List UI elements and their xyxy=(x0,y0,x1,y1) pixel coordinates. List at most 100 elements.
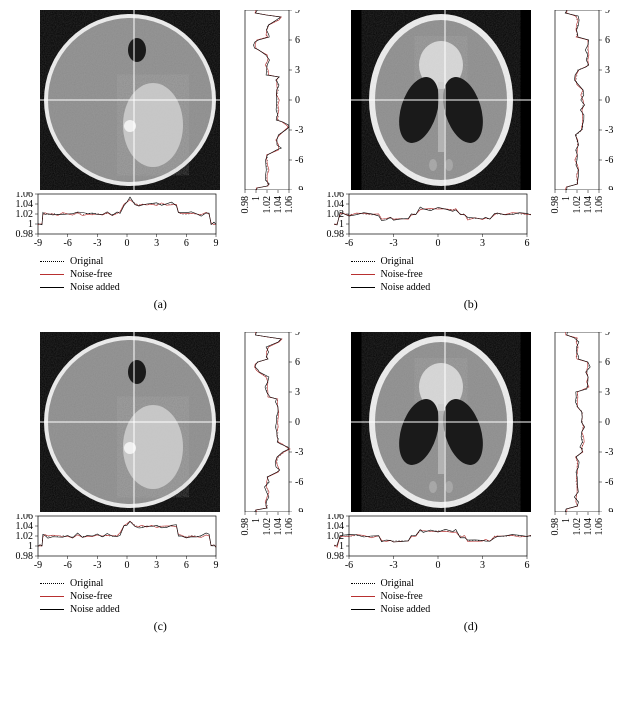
vertical-plot-xticks: 0.9811.021.041.06 xyxy=(551,512,621,572)
svg-text:1: 1 xyxy=(251,196,262,201)
phantom-image xyxy=(351,10,531,190)
panel-layout: -9-6-30369 -9-6-303690.9811.021.041.06 0… xyxy=(10,10,311,250)
legend-row: Noise added xyxy=(351,282,622,293)
svg-text:-6: -6 xyxy=(344,238,352,248)
svg-text:-6: -6 xyxy=(63,238,71,248)
panel-c: -9-6-30369 -9-6-303690.9811.021.041.06 0… xyxy=(10,332,311,634)
svg-text:1.02: 1.02 xyxy=(16,531,34,542)
svg-text:-6: -6 xyxy=(605,477,613,488)
svg-text:6: 6 xyxy=(295,35,300,46)
subfigure-label: (d) xyxy=(321,619,622,634)
svg-text:1.02: 1.02 xyxy=(572,196,583,214)
svg-text:3: 3 xyxy=(154,238,159,248)
svg-text:6: 6 xyxy=(524,560,529,570)
legend-row: Noise-free xyxy=(40,269,311,280)
legend-label: Noise added xyxy=(381,282,431,293)
svg-text:1.04: 1.04 xyxy=(16,521,34,532)
legend-row: Original xyxy=(351,578,622,589)
svg-text:3: 3 xyxy=(154,560,159,570)
legend-label: Noise-free xyxy=(70,269,112,280)
svg-text:-3: -3 xyxy=(389,238,397,248)
svg-text:0: 0 xyxy=(295,417,300,428)
svg-text:-9: -9 xyxy=(605,185,613,190)
svg-text:-6: -6 xyxy=(605,155,613,166)
svg-text:-9: -9 xyxy=(34,238,42,248)
panel-layout: -9 -6 -3 0 3 6 9 -6 -3 0 3 6 0.9811.021.041.06 0.98… xyxy=(321,332,622,572)
svg-text:-9: -9 xyxy=(295,185,303,190)
subfigure-label: (b) xyxy=(321,297,622,312)
svg-text:1.06: 1.06 xyxy=(326,192,344,200)
horizontal-profile-plot: -6-30360.9811.021.041.06 xyxy=(321,514,552,574)
legend-label: Noise-free xyxy=(381,269,423,280)
svg-text:1.02: 1.02 xyxy=(262,196,273,214)
svg-text:6: 6 xyxy=(524,238,529,248)
svg-text:1.06: 1.06 xyxy=(284,196,295,214)
svg-text:1.06: 1.06 xyxy=(326,514,344,522)
svg-text:0.98: 0.98 xyxy=(241,196,251,214)
legend-swatch xyxy=(40,287,64,288)
legend-label: Original xyxy=(70,256,103,267)
svg-text:-3: -3 xyxy=(389,560,397,570)
svg-text:3: 3 xyxy=(605,387,610,398)
svg-text:1: 1 xyxy=(339,219,344,230)
svg-text:6: 6 xyxy=(184,238,189,248)
vertical-profile-plot: -9-6-30369 xyxy=(551,10,621,190)
svg-text:1: 1 xyxy=(28,541,33,552)
legend-row: Noise added xyxy=(40,282,311,293)
svg-text:9: 9 xyxy=(214,560,219,570)
legend: Original Noise-free Noise added xyxy=(351,256,622,293)
svg-text:-3: -3 xyxy=(605,447,613,458)
svg-text:0: 0 xyxy=(435,238,440,248)
legend-swatch xyxy=(351,261,375,262)
legend-label: Noise-free xyxy=(381,591,423,602)
legend-row: Noise added xyxy=(40,604,311,615)
svg-text:1.04: 1.04 xyxy=(326,521,344,532)
subfigure-label: (c) xyxy=(10,619,311,634)
phantom-image xyxy=(351,332,531,512)
svg-text:-6: -6 xyxy=(344,560,352,570)
svg-text:1: 1 xyxy=(561,196,572,201)
legend-row: Noise added xyxy=(351,604,622,615)
legend-swatch xyxy=(40,261,64,262)
phantom-image xyxy=(40,332,220,512)
svg-text:1: 1 xyxy=(28,219,33,230)
panel-d: -9 -6 -3 0 3 6 9 -6 -3 0 3 6 0.9811.021.041.06 0.98… xyxy=(321,332,622,634)
svg-text:0: 0 xyxy=(605,95,610,106)
svg-text:6: 6 xyxy=(605,357,610,368)
svg-text:-6: -6 xyxy=(295,477,303,488)
svg-text:9: 9 xyxy=(295,10,300,16)
svg-text:1: 1 xyxy=(339,541,344,552)
svg-text:-9: -9 xyxy=(295,507,303,512)
legend-row: Original xyxy=(40,578,311,589)
horizontal-profile-plot: -9-6-303690.9811.021.041.06 xyxy=(10,514,241,574)
legend-swatch xyxy=(351,287,375,288)
svg-text:3: 3 xyxy=(480,238,485,248)
panel-layout: -9-6-30369 -6-30360.9811.021.041.06 0.98… xyxy=(321,10,622,250)
legend-label: Noise-free xyxy=(70,591,112,602)
svg-text:1.04: 1.04 xyxy=(583,518,594,536)
legend-swatch xyxy=(40,274,64,275)
legend-swatch xyxy=(40,596,64,597)
svg-text:0: 0 xyxy=(435,560,440,570)
svg-text:1.04: 1.04 xyxy=(16,199,34,210)
svg-text:0.98: 0.98 xyxy=(326,229,344,240)
vertical-plot-xticks: 0.9811.021.041.06 xyxy=(241,512,311,572)
legend-swatch xyxy=(351,596,375,597)
svg-text:-9: -9 xyxy=(605,507,613,512)
svg-text:1.04: 1.04 xyxy=(273,196,284,214)
svg-text:-6: -6 xyxy=(295,155,303,166)
svg-text:0: 0 xyxy=(605,417,610,428)
svg-text:9: 9 xyxy=(605,332,610,338)
vertical-plot-xticks: 0.9811.021.041.06 xyxy=(241,190,311,250)
svg-text:1.02: 1.02 xyxy=(16,209,34,220)
svg-text:1.06: 1.06 xyxy=(594,518,605,536)
svg-text:3: 3 xyxy=(605,65,610,76)
svg-text:0.98: 0.98 xyxy=(551,518,561,536)
vertical-profile-plot: -9 -6 -3 0 3 6 9 xyxy=(551,332,621,512)
svg-text:9: 9 xyxy=(605,10,610,16)
legend: Original Noise-free Noise added xyxy=(40,256,311,293)
svg-text:6: 6 xyxy=(184,560,189,570)
svg-text:6: 6 xyxy=(295,357,300,368)
svg-text:1.04: 1.04 xyxy=(583,196,594,214)
svg-text:9: 9 xyxy=(295,332,300,338)
